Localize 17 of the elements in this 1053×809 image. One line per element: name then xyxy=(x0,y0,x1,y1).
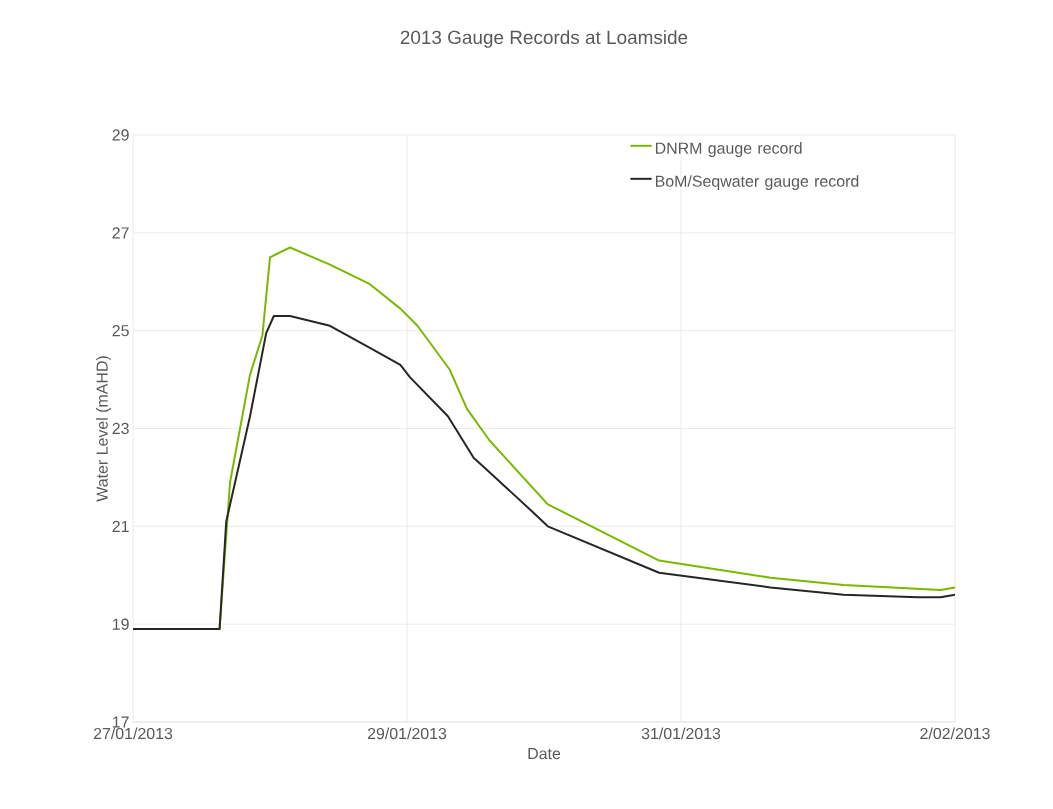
y-tick-label: 17 xyxy=(112,716,129,728)
y-axis-title: Water Level (mAHD) xyxy=(96,356,111,502)
legend-label: DNRM gauge record xyxy=(655,142,802,157)
x-axis-title: Date xyxy=(528,748,561,760)
y-tick-label: 23 xyxy=(112,422,129,435)
x-tick-label: 29/01/2013 xyxy=(367,727,447,740)
y-tick-label: 27 xyxy=(112,227,129,239)
x-tick-label: 2/02/2013 xyxy=(920,727,990,740)
y-tick-label: 19 xyxy=(112,618,129,630)
line-series xyxy=(133,314,956,631)
y-tick-label: 21 xyxy=(112,520,129,532)
x-tick-label: 27/01/2013 xyxy=(93,727,173,740)
legend-label: BoM/Seqwater gauge record xyxy=(655,175,859,190)
chart-title: 2013 Gauge Records at Loamside xyxy=(400,30,688,48)
x-tick-label: 31/01/2013 xyxy=(641,727,721,740)
y-tick-label: 25 xyxy=(112,325,129,337)
y-tick-label: 29 xyxy=(112,129,129,141)
